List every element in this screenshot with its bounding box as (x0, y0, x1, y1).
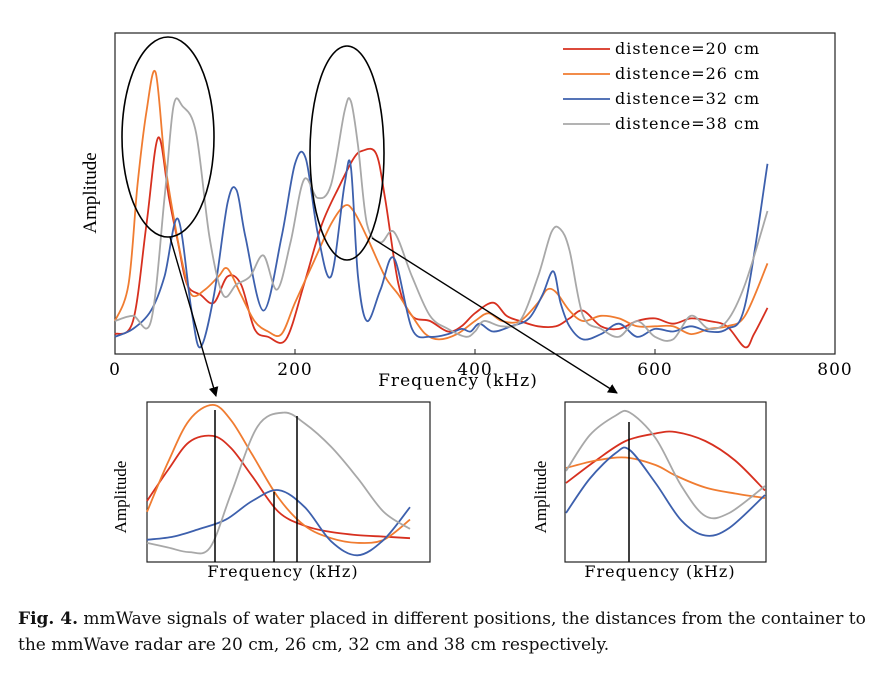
main-y-axis-title: Amplitude (80, 152, 101, 233)
highlight-ellipse-left (121, 36, 215, 238)
figure: 0 200 400 600 800 Frequency (kHz) Amplitude … (80, 32, 852, 581)
legend-label-2: distence=26 cm (615, 64, 760, 83)
legend-label-3: distence=32 cm (615, 89, 760, 108)
inset-right-series-line-3 (565, 446, 766, 537)
main-series-line-1 (114, 136, 769, 349)
figure-caption: Fig. 4. mmWave signals of water placed i… (18, 606, 880, 658)
main-series-line-4 (114, 97, 769, 342)
legend-label-1: distence=20 cm (615, 39, 760, 58)
inset-right-series-line-1 (565, 430, 766, 492)
main-x-ticks: 0 200 400 600 800 (109, 349, 852, 380)
arrow-to-left-inset (169, 236, 219, 397)
inset-left-series-line-4 (146, 411, 411, 555)
inset-left-series-line-3 (146, 489, 411, 557)
inset-left-frame (146, 401, 431, 563)
legend-label-4: distence=38 cm (615, 114, 760, 133)
main-chart: 0 200 400 600 800 Frequency (kHz) Amplitude … (80, 32, 852, 397)
inset-left-chart: Frequency (kHz) Amplitude (111, 401, 431, 581)
main-x-tick-label: 800 (817, 360, 852, 380)
inset-right-y-axis-title: Amplitude (531, 461, 550, 534)
inset-right-x-axis-title: Frequency (kHz) (584, 562, 735, 581)
inset-left-x-axis-title: Frequency (kHz) (207, 562, 358, 581)
highlight-ellipse-right (309, 45, 385, 261)
inset-right-chart: Frequency (kHz) Amplitude (531, 401, 767, 581)
figure-caption-label: Fig. 4. (18, 609, 78, 629)
inset-left-series-line-2 (146, 404, 411, 544)
inset-right-frame (564, 401, 767, 563)
main-x-tick-label: 0 (109, 360, 121, 380)
main-series-line-3 (114, 150, 769, 349)
figure-caption-text: mmWave signals of water placed in differ… (18, 609, 866, 655)
main-x-tick-label: 200 (277, 360, 312, 380)
inset-left-series-line-1 (146, 434, 411, 540)
main-series-line-2 (114, 69, 769, 341)
inset-left-series (146, 404, 411, 557)
main-x-tick-label: 600 (637, 360, 672, 380)
main-x-tick-label: 400 (457, 360, 492, 380)
arrow-to-right-inset (371, 237, 618, 394)
main-x-axis-title: Frequency (kHz) (378, 371, 538, 391)
inset-right-series-line-2 (565, 456, 766, 499)
inset-left-y-axis-title: Amplitude (111, 461, 130, 534)
main-legend: distence=20 cm distence=26 cm distence=32 … (563, 39, 760, 133)
inset-right-series (565, 409, 766, 537)
inset-right-series-line-4 (565, 409, 766, 520)
main-series (114, 69, 769, 349)
